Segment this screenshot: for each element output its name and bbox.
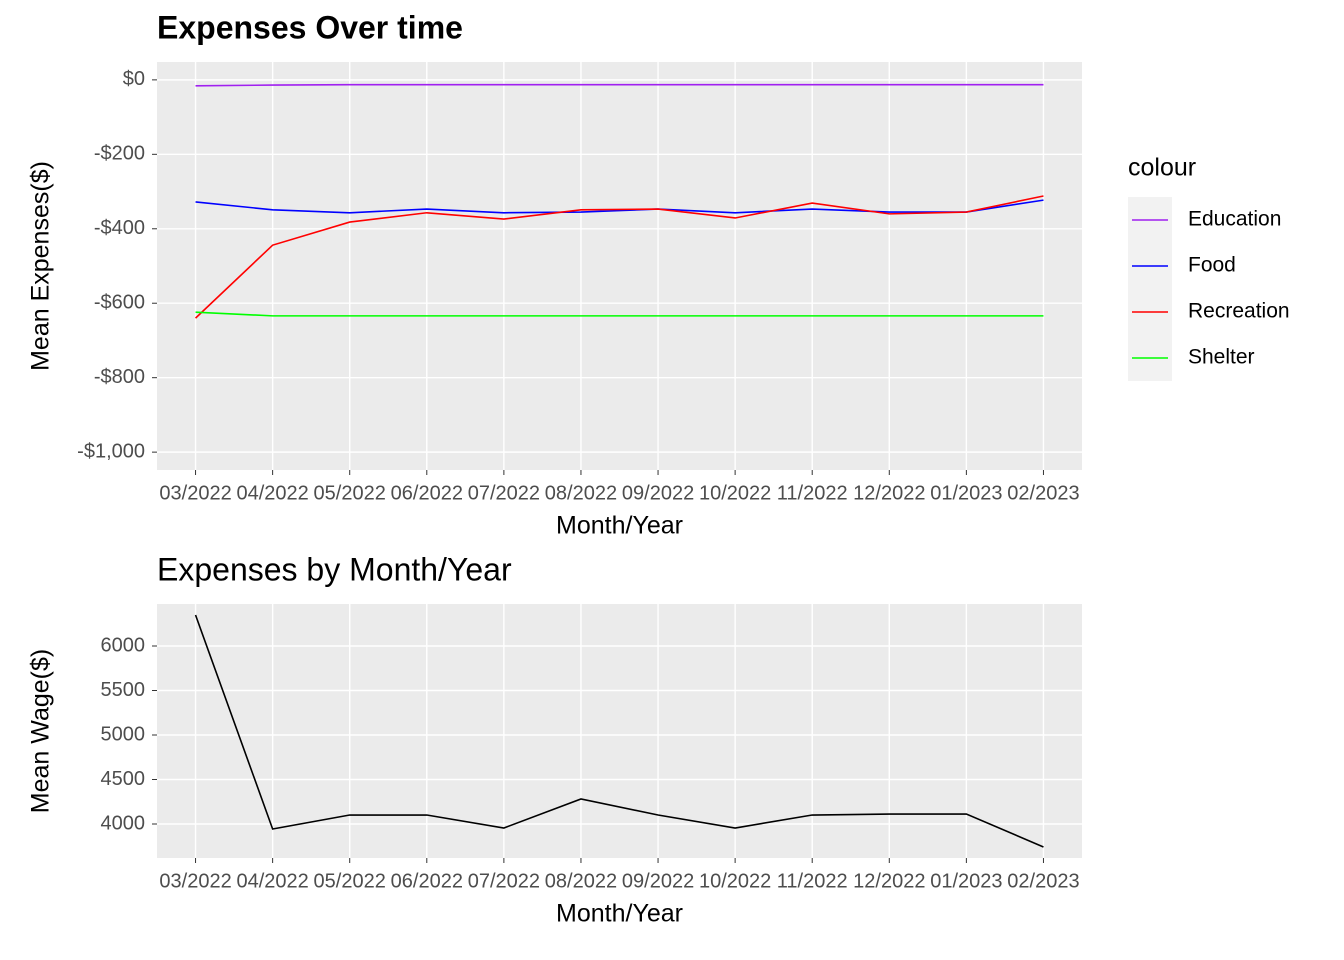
x-tick-label: 10/2022 (699, 870, 771, 892)
y-tick-label: -$400 (94, 217, 145, 239)
x-tick-label: 11/2022 (777, 870, 848, 892)
y-tick-label: 5000 (101, 723, 146, 745)
x-tick-label: 06/2022 (391, 482, 463, 504)
x-tick-label: 07/2022 (468, 482, 540, 504)
panel (157, 62, 1082, 470)
x-tick-label: 11/2022 (777, 482, 848, 504)
series-line (194, 195, 1044, 319)
x-tick-label: 01/2023 (930, 870, 1002, 892)
y-tick-label: 4500 (101, 768, 146, 790)
x-tick-label: 04/2022 (236, 870, 308, 892)
series-line (195, 199, 1044, 214)
legend-label: Education (1188, 208, 1281, 231)
x-tick-label: 02/2023 (1007, 482, 1079, 504)
x-tick-label: 09/2022 (622, 870, 694, 892)
y-tick-label: -$200 (94, 143, 145, 165)
legend-keys (1128, 197, 1172, 381)
panel (157, 604, 1082, 858)
x-tick-label: 12/2022 (853, 482, 925, 504)
y-axis-title: Mean Wage($) (27, 649, 55, 813)
legend-label: Shelter (1188, 346, 1255, 369)
y-tick-label: -$800 (94, 366, 145, 388)
x-tick-label: 09/2022 (622, 482, 694, 504)
series-line (195, 83, 1044, 87)
y-tick-label: $0 (123, 68, 145, 90)
y-tick-label: 4000 (101, 812, 146, 834)
x-tick-label: 02/2023 (1007, 870, 1079, 892)
x-tick-label: 08/2022 (545, 870, 617, 892)
x-tick-label: 05/2022 (314, 482, 386, 504)
x-tick-label: 10/2022 (699, 482, 771, 504)
legend-title: colour (1128, 154, 1196, 182)
x-tick-label: 01/2023 (930, 482, 1002, 504)
x-tick-label: 04/2022 (236, 482, 308, 504)
x-tick-label: 08/2022 (545, 482, 617, 504)
chart-title: Expenses Over time (157, 9, 463, 45)
x-tick-label: 12/2022 (853, 870, 925, 892)
legend-label: Food (1188, 254, 1236, 277)
y-axis-title: Mean Expenses($) (27, 161, 55, 371)
x-tick-label: 03/2022 (159, 482, 231, 504)
chart-title: Expenses by Month/Year (157, 551, 512, 587)
series-line (195, 311, 1044, 317)
x-tick-label: 06/2022 (391, 870, 463, 892)
legend-label: Recreation (1188, 300, 1290, 323)
y-tick-label: 6000 (101, 634, 146, 656)
x-tick-label: 07/2022 (468, 870, 540, 892)
x-tick-label: 05/2022 (314, 870, 386, 892)
y-tick-label: 5500 (101, 679, 146, 701)
x-tick-label: 03/2022 (159, 870, 231, 892)
x-axis-title: Month/Year (556, 900, 683, 928)
x-axis-title: Month/Year (556, 512, 683, 540)
series-line (194, 614, 1044, 848)
y-tick-label: -$1,000 (77, 440, 145, 462)
y-tick-label: -$600 (94, 292, 145, 314)
